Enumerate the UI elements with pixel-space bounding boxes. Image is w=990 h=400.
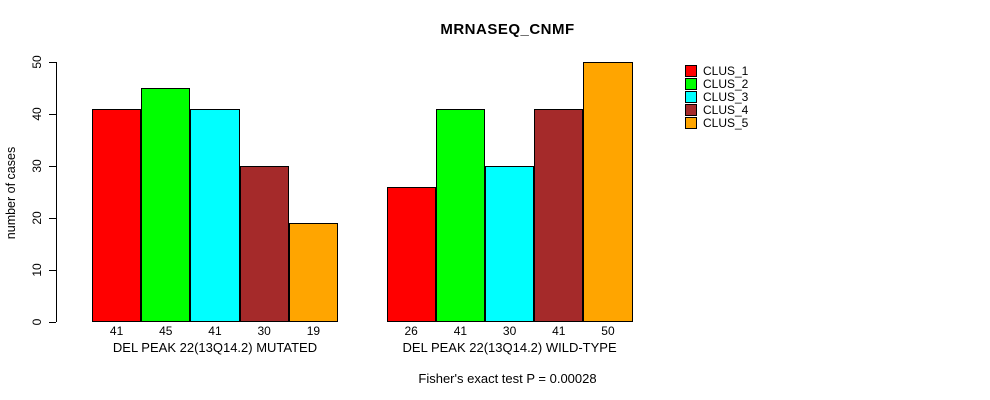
y-axis-tick-label: 20 xyxy=(30,211,44,225)
bar-value-label: 50 xyxy=(601,324,615,338)
legend-swatch xyxy=(685,90,697,103)
bar xyxy=(386,186,436,322)
legend-label: CLUS_2 xyxy=(703,76,749,91)
legend-swatch xyxy=(685,77,697,90)
bar xyxy=(435,108,485,322)
fisher-test-annotation: Fisher's exact test P = 0.00028 xyxy=(418,371,597,386)
bar xyxy=(288,223,338,322)
y-axis-tick xyxy=(49,218,56,219)
y-axis-tick xyxy=(49,270,56,271)
y-axis-tick-label: 30 xyxy=(30,159,44,173)
bar-value-label: 19 xyxy=(306,324,321,338)
legend-swatch xyxy=(685,64,697,77)
bar-value-label: 41 xyxy=(453,324,468,338)
bar-value-label: 41 xyxy=(109,324,124,338)
bar xyxy=(141,88,191,322)
bar xyxy=(534,108,584,322)
bar-value-label: 26 xyxy=(404,324,418,338)
bar-value-label: 30 xyxy=(257,324,271,338)
legend-item: CLUS_4 xyxy=(685,103,749,118)
x-group-label: DEL PEAK 22(13Q14.2) MUTATED xyxy=(112,340,318,355)
legend-label: CLUS_4 xyxy=(703,103,749,118)
y-axis-tick-label: 10 xyxy=(30,263,44,277)
legend-swatch xyxy=(685,117,697,130)
legend-item: CLUS_1 xyxy=(685,63,749,78)
bar xyxy=(485,166,535,322)
bar xyxy=(239,166,289,322)
x-group-label: DEL PEAK 22(13Q14.2) WILD-TYPE xyxy=(402,340,617,355)
bar-value-label: 41 xyxy=(208,324,222,338)
bar-value-label: 45 xyxy=(159,324,173,338)
bar xyxy=(190,108,240,322)
legend-item: CLUS_5 xyxy=(685,116,749,131)
y-axis-tick xyxy=(49,166,56,167)
legend-label: CLUS_3 xyxy=(703,89,749,104)
chart-title: MRNASEQ_CNMF xyxy=(440,21,575,38)
legend-swatch xyxy=(685,104,697,117)
bar-value-label: 41 xyxy=(552,324,566,338)
legend-label: CLUS_1 xyxy=(703,63,749,78)
y-axis-tick xyxy=(49,114,56,115)
y-axis-tick xyxy=(49,322,56,323)
y-axis-line xyxy=(56,62,57,322)
legend-item: CLUS_3 xyxy=(685,89,749,104)
bar xyxy=(92,108,142,322)
legend-item: CLUS_2 xyxy=(685,76,749,91)
y-axis-title: number of cases xyxy=(4,146,18,240)
y-axis-tick-label: 50 xyxy=(30,55,44,69)
y-axis-tick xyxy=(49,62,56,63)
y-axis-tick-label: 40 xyxy=(30,107,44,121)
legend-label: CLUS_5 xyxy=(703,116,749,131)
y-axis-tick-label: 0 xyxy=(30,318,44,326)
bar-value-label: 30 xyxy=(502,324,517,338)
bar xyxy=(583,62,633,322)
